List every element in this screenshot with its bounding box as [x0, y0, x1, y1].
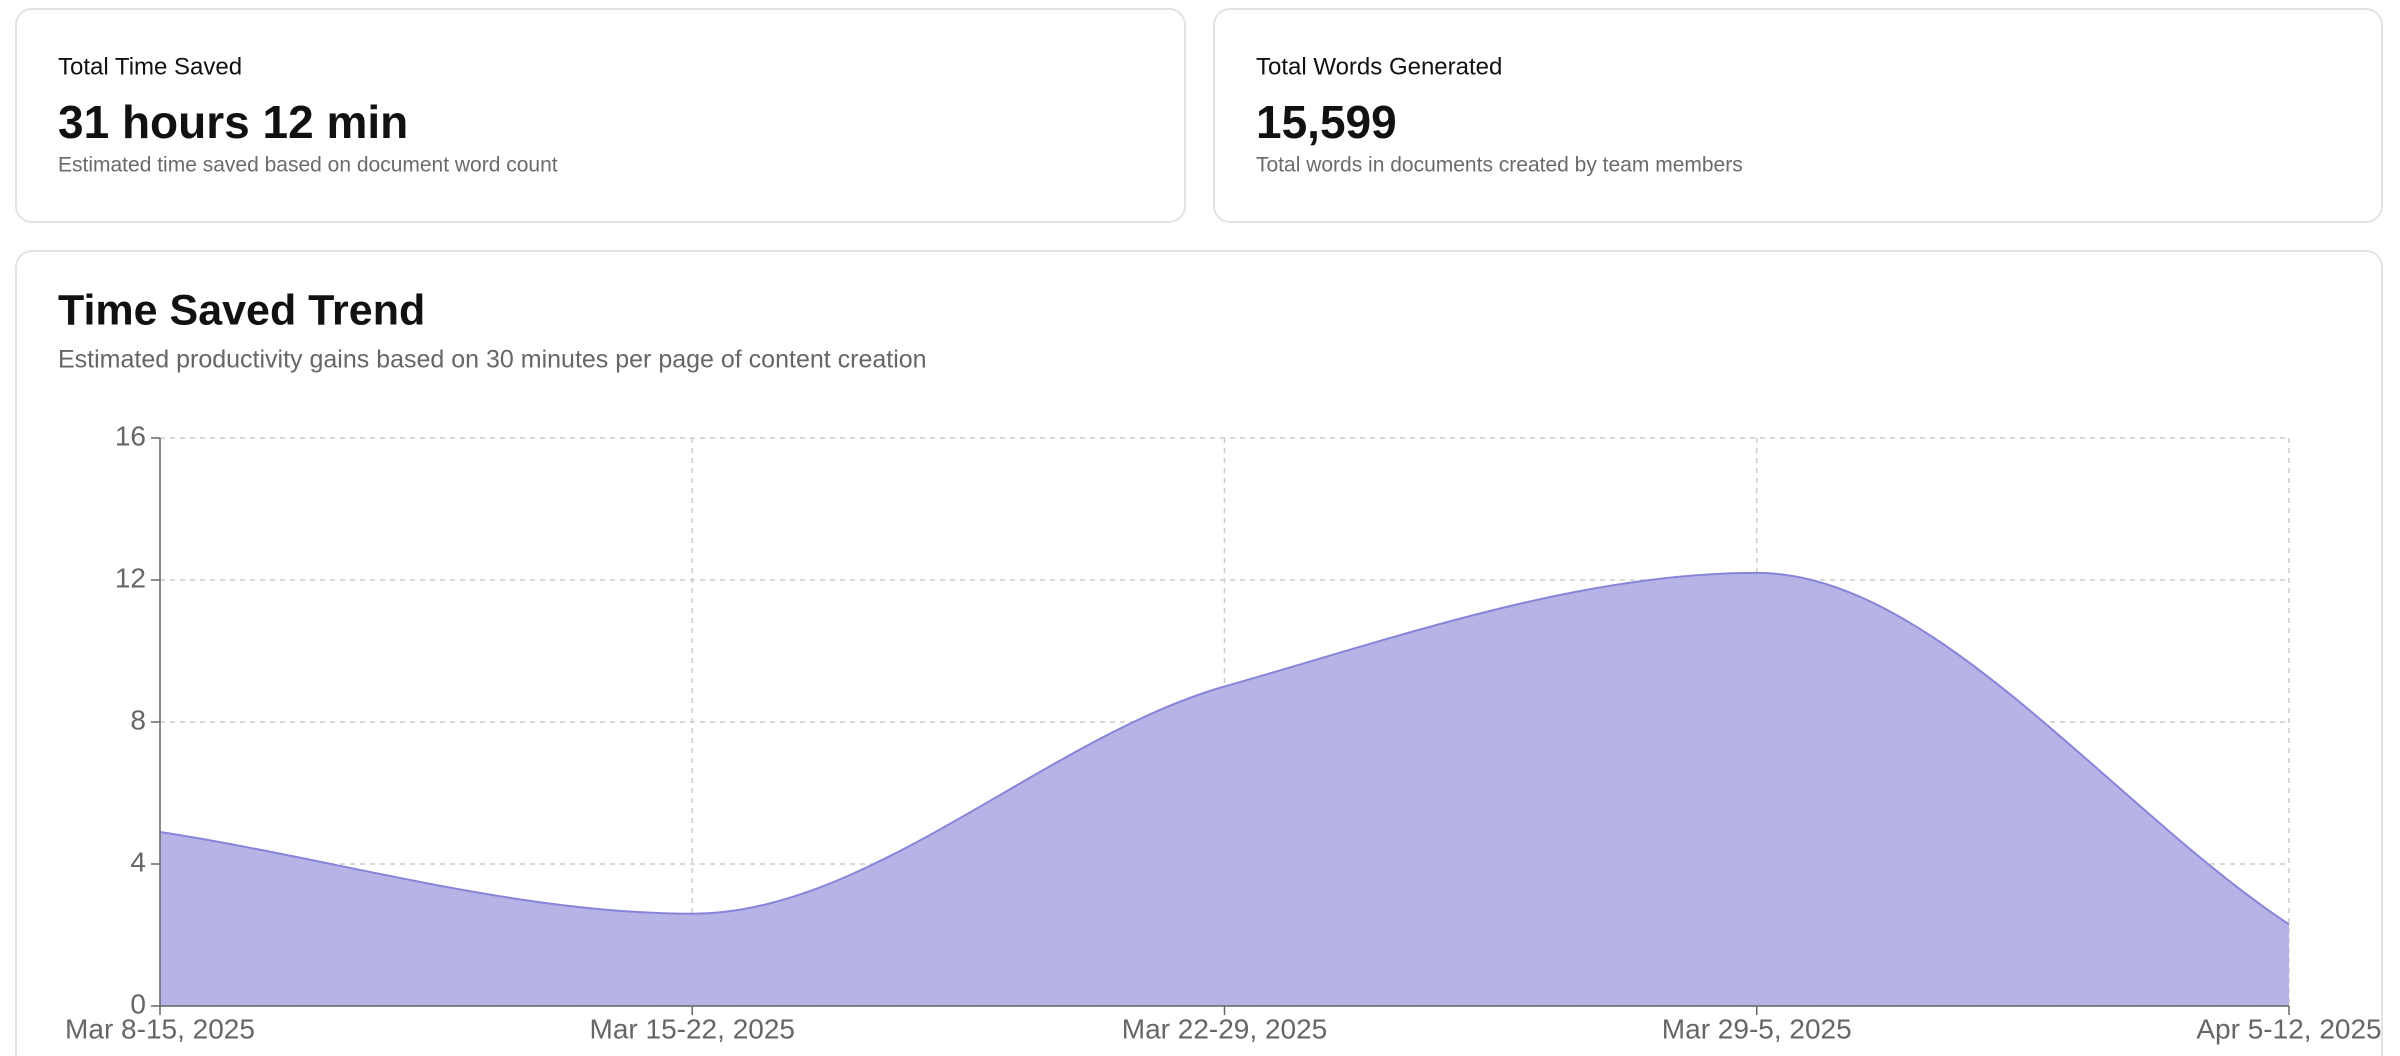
- card-label: Total Words Generated: [1256, 53, 1502, 80]
- card-description: Estimated time saved based on document w…: [58, 154, 558, 177]
- y-tick-label: 8: [130, 704, 146, 735]
- y-tick-label: 0: [130, 988, 146, 1019]
- x-tick-label: Mar 22-29, 2025: [1122, 1013, 1327, 1044]
- card: [1213, 8, 2383, 223]
- chart-title: Time Saved Trend: [58, 286, 425, 334]
- card-value: 31 hours 12 min: [58, 96, 408, 148]
- y-tick-label: 12: [115, 562, 146, 593]
- x-tick-label: Apr 5-12, 2025: [2196, 1013, 2381, 1044]
- chart-subtitle: Estimated productivity gains based on 30…: [58, 346, 927, 374]
- area: [160, 572, 2289, 1006]
- area-line: [159, 571, 2290, 926]
- x-tick-label: Mar 29-5, 2025: [1662, 1013, 1852, 1044]
- card-value: 15,599: [1256, 96, 1397, 148]
- y-tick-label: 16: [115, 420, 146, 451]
- card-label: Total Time Saved: [58, 53, 242, 80]
- y-tick-label: 4: [130, 846, 146, 877]
- card: [15, 8, 1186, 223]
- card-description: Total words in documents created by team…: [1256, 154, 1743, 177]
- x-tick-label: Mar 8-15, 2025: [65, 1013, 255, 1044]
- x-tick-label: Mar 15-22, 2025: [590, 1013, 795, 1044]
